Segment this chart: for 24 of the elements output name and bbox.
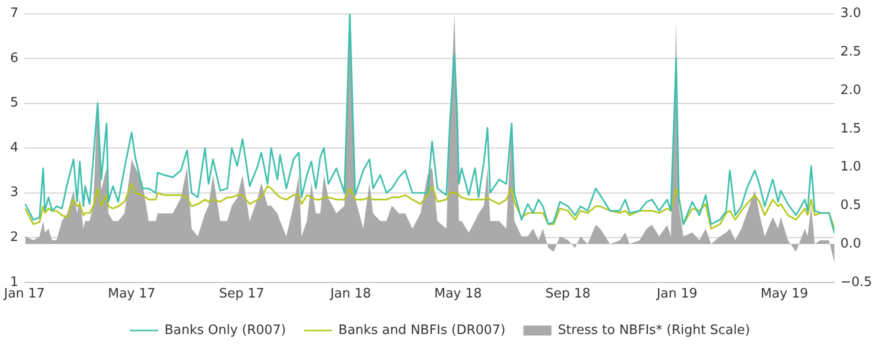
x-tick-label: Jan 18 [329, 286, 372, 302]
y-tick-label: 2 [10, 230, 18, 246]
y2-tick-label: 0.0 [840, 236, 862, 252]
y2-tick-label: 1.0 [840, 160, 862, 175]
x-tick-label: Sep 18 [545, 286, 591, 302]
legend-label: Banks and NBFIs (DR007) [338, 322, 506, 338]
x-tick-label: May 19 [760, 286, 808, 302]
x-tick-label: May 17 [108, 286, 156, 302]
y2-tick-label: 2.5 [840, 44, 862, 60]
y-tick-label: 6 [10, 50, 18, 66]
y-tick-label: 4 [10, 140, 18, 156]
x-tick-label: Jan 19 [656, 286, 698, 302]
y-tick-label: 7 [10, 6, 18, 22]
x-tick-label: May 18 [434, 286, 482, 302]
y2-tick-label: 1.5 [840, 121, 862, 136]
y2-tick-label: −0.5 [840, 274, 872, 290]
y-tick-label: 5 [10, 96, 18, 111]
y2-tick-label: 2.0 [840, 82, 862, 98]
y2-tick-label: 3.0 [840, 6, 862, 22]
y2-tick-label: 0.5 [840, 198, 862, 214]
x-tick-label: Sep 17 [219, 286, 264, 302]
legend-label: Stress to NBFIs* (Right Scale) [558, 322, 750, 338]
y-tick-label: 3 [10, 185, 18, 200]
legend-label: Banks Only (R007) [164, 322, 286, 338]
